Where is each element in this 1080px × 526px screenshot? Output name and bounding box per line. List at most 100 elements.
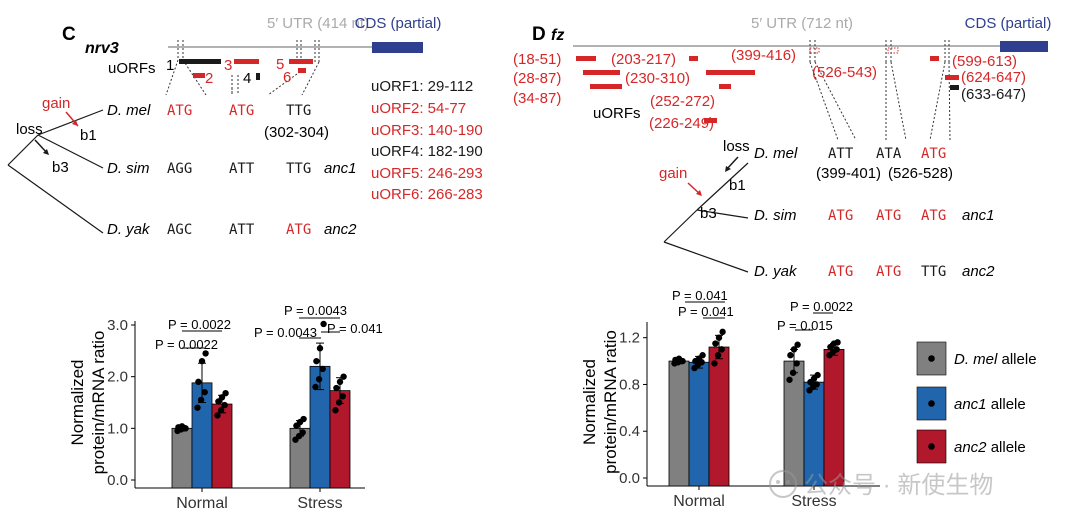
codon: ATT xyxy=(229,161,255,177)
ancestor-label: anc1 xyxy=(962,207,995,224)
legend-label-anc2: anc2 allele xyxy=(954,439,1026,456)
codon: ATA xyxy=(876,146,902,162)
data-point xyxy=(339,393,346,400)
data-point xyxy=(340,373,347,380)
data-point xyxy=(789,369,797,376)
panel-c-letter: C xyxy=(62,24,76,45)
panel-d-phylo-tree xyxy=(663,162,749,273)
uorf-num-2: 2 xyxy=(205,70,213,87)
ancestor-label: anc2 xyxy=(962,263,995,280)
data-point xyxy=(214,412,221,419)
data-point xyxy=(794,341,801,348)
data-point xyxy=(336,378,344,386)
panel-d-cds-label: CDS (partial) xyxy=(965,15,1052,32)
codon-position-label: (526-528) xyxy=(888,165,953,182)
panel-d-loss-arrowhead xyxy=(725,166,731,172)
uorf-18-51-bar xyxy=(576,56,596,61)
y-axis-label: Normalized xyxy=(68,360,87,446)
panel-d-schematic: D fz 5′ UTR (712 nt) CDS (partial) (18-5… xyxy=(513,15,1051,280)
data-point xyxy=(195,378,202,386)
x-tick-label: Normal xyxy=(176,495,228,512)
data-point xyxy=(198,357,206,365)
data-point xyxy=(718,346,725,353)
x-tick-label: Normal xyxy=(673,493,725,510)
p-value-label: P = 0.041 xyxy=(678,304,734,319)
panel-c-cds-box xyxy=(372,42,423,53)
uorf-252-272-bar xyxy=(719,84,731,89)
panel-c-significance: P = 0.0022 P = 0.0022 P = 0.0043 P = 0.0… xyxy=(155,303,383,352)
chart-legend: D. mel allele anc1 allele anc2 allele xyxy=(916,341,1037,464)
codon: AGG xyxy=(167,161,192,177)
data-point xyxy=(679,357,686,365)
data-point xyxy=(814,371,821,379)
uorf-399-416-outline xyxy=(809,47,820,54)
panel-c-loss-arrowhead xyxy=(43,149,49,155)
uorf-list-item: uORF6: 266-283 xyxy=(371,186,483,203)
p-value-label: P = 0.041 xyxy=(327,321,383,336)
bar xyxy=(823,348,845,487)
panel-d-gene-name: fz xyxy=(551,27,564,44)
codon: ATT xyxy=(229,222,255,238)
y-tick-label: 1.0 xyxy=(107,420,128,437)
species-name: D. yak xyxy=(107,221,151,238)
codon: TTG xyxy=(286,103,311,119)
data-point xyxy=(312,383,319,391)
uorf-28-87-bar xyxy=(583,70,620,75)
uorf-num-6: 6 xyxy=(283,69,291,86)
y-axis-label: protein/mRNA ratio xyxy=(601,330,620,474)
data-point xyxy=(315,376,323,383)
panel-c-uorfs-label: uORFs xyxy=(108,60,156,77)
p-value-label: P = 0.0022 xyxy=(155,337,218,352)
legend-dot xyxy=(928,400,935,407)
panel-c-species-rows: D. mel ATG ATG TTG (302-304) D. sim AGG … xyxy=(107,102,357,238)
data-point xyxy=(715,334,723,341)
uorf-num-3: 3 xyxy=(224,57,232,74)
uorf-num-5: 5 xyxy=(276,56,284,73)
uorf2-bar xyxy=(193,73,205,78)
data-point xyxy=(833,346,840,353)
uorf-range-label: (203-217) xyxy=(611,51,676,68)
data-point xyxy=(711,360,718,367)
data-point xyxy=(335,399,343,406)
data-point xyxy=(714,352,722,359)
y-tick-label: 2.0 xyxy=(107,369,128,386)
codon: ATG xyxy=(828,264,853,280)
panel-d-utr-label: 5′ UTR (712 nt) xyxy=(751,15,853,32)
panel-c-cds-label: CDS (partial) xyxy=(355,15,442,32)
data-point xyxy=(712,340,719,347)
panel-d-gain-arrowhead xyxy=(696,190,702,196)
species-name: D. sim xyxy=(754,207,797,224)
codon: ATG xyxy=(876,208,901,224)
uorf-range-label: (633-647) xyxy=(961,86,1026,103)
data-point xyxy=(332,407,339,414)
uorf-230-310-bar xyxy=(706,70,755,75)
panel-c-loss-label: loss xyxy=(16,121,43,138)
panel-d-dotted-guides xyxy=(809,40,951,141)
panel-d-letter: D xyxy=(532,24,546,45)
legend-dot xyxy=(928,443,935,450)
codon: ATG xyxy=(921,208,946,224)
uorf3-bar xyxy=(234,59,259,64)
uorf4-bar xyxy=(256,73,260,80)
bar xyxy=(688,361,710,487)
uorf-range-label: (526-543) xyxy=(812,64,877,81)
codon: ATG xyxy=(286,222,311,238)
y-tick-label: 0.0 xyxy=(107,472,128,489)
uorf5-bar xyxy=(289,59,313,64)
species-name: D. mel xyxy=(107,102,151,119)
codon: TTG xyxy=(921,264,946,280)
uorf-range-label: (252-272) xyxy=(650,93,715,110)
data-point xyxy=(793,360,800,367)
uorf6-bar xyxy=(298,68,306,73)
data-point xyxy=(333,384,340,392)
uorf-list-item: uORF5: 246-293 xyxy=(371,165,483,182)
data-point xyxy=(320,320,327,328)
codon: ATG xyxy=(229,103,254,119)
codon: AGC xyxy=(167,222,192,238)
data-point xyxy=(299,429,306,436)
panel-d-loss-label: loss xyxy=(723,138,750,155)
panel-c-gain-label: gain xyxy=(42,95,70,112)
data-point xyxy=(202,350,209,357)
panel-d-cds-box xyxy=(1000,41,1048,52)
